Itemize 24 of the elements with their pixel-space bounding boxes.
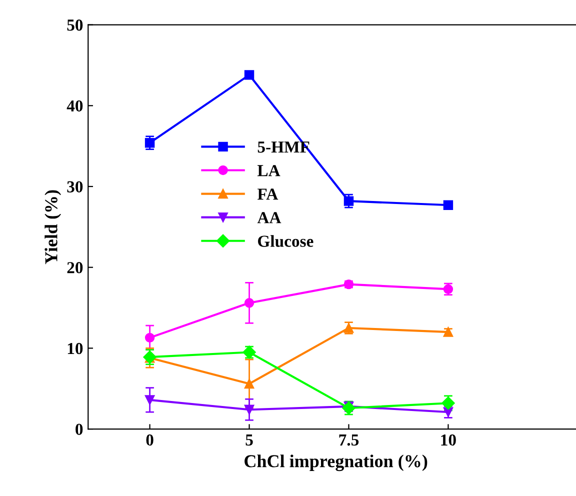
y-axis-title: Yield (%) [44,190,62,264]
x-tick-label: 10 [441,434,456,446]
legend-label: Glucose [258,235,314,247]
point [244,404,254,414]
point [244,378,254,389]
point [244,298,254,308]
y-tick-label: 10 [68,342,83,354]
y-tick-label: 0 [76,424,83,435]
point [244,70,254,80]
legend-label: AA [257,212,282,224]
x-tick-label: 7.5 [339,434,359,446]
point [144,332,155,343]
x-tick-label: 0 [146,434,154,446]
y-tick-label: 30 [67,181,83,192]
legend-label: LA [257,165,280,176]
y-tick-label: 20 [67,262,83,274]
x-tick-label: 5 [246,434,253,446]
y-tick-label: 40 [66,100,83,112]
legend-label: FA [257,188,278,200]
y-tick-label: 50 [67,20,83,31]
point [344,196,354,206]
point [443,200,454,210]
point [144,395,155,405]
x-axis-title: ChCl impregnation (%) [244,454,428,472]
